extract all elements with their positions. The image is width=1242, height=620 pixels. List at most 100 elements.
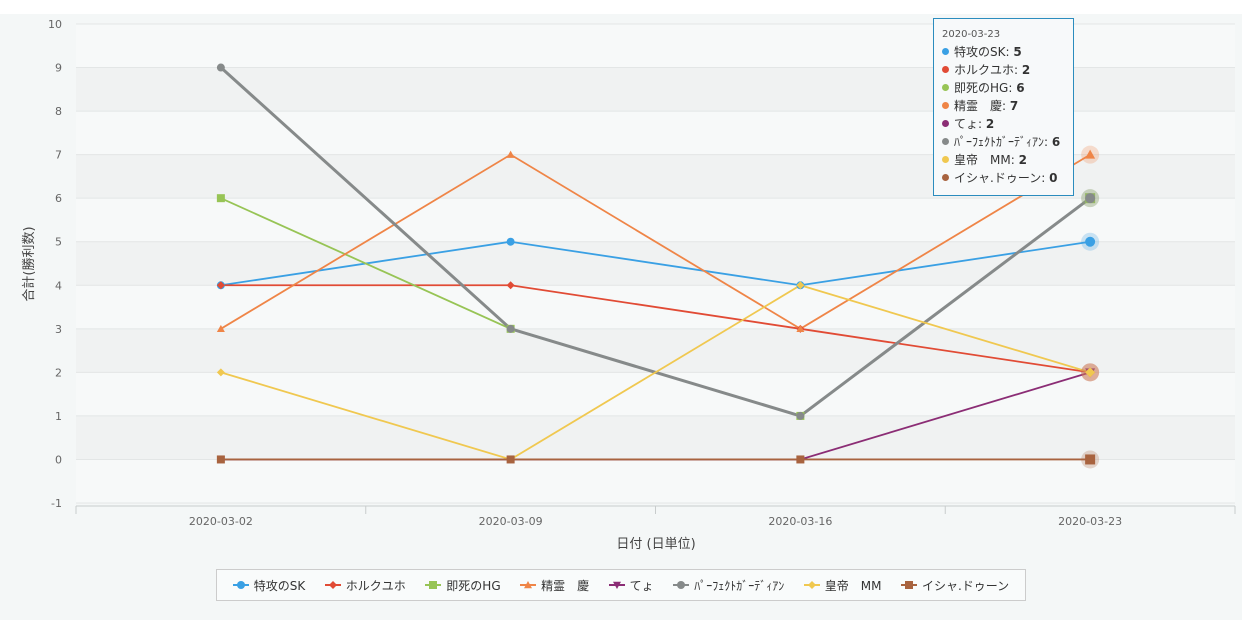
grid-band <box>76 459 1235 503</box>
tooltip-label: 特攻のSK: <box>954 45 1014 59</box>
data-point <box>612 581 621 589</box>
data-point <box>796 455 805 464</box>
data-point <box>328 581 337 589</box>
legend-label: 即死のHG <box>446 578 501 593</box>
x-tick-label: 2020-03-02 <box>189 515 253 528</box>
grid-band <box>76 415 1235 460</box>
legend-marker-icon <box>900 581 917 589</box>
tooltip-value: 7 <box>1009 99 1019 113</box>
data-point <box>216 194 225 203</box>
tooltip-label: イシャ.ドゥーン: <box>954 171 1050 185</box>
tooltip-row: 皇帝 MM: 2 <box>942 151 1065 169</box>
series-dot-icon <box>942 66 949 73</box>
series-dot-icon <box>942 174 949 181</box>
x-tick-label: 2020-03-23 <box>1058 515 1122 528</box>
y-tick-label: 7 <box>55 149 62 162</box>
legend-marker-icon <box>803 581 820 589</box>
tooltip-row: 精霊 慶: 7 <box>942 97 1065 115</box>
y-axis-title: 合計(勝利数) <box>21 226 37 301</box>
tooltip-value: 2 <box>985 117 995 131</box>
data-point <box>506 455 515 464</box>
data-point <box>796 281 805 290</box>
data-point <box>1085 193 1096 204</box>
tooltip-date: 2020-03-23 <box>942 29 1001 40</box>
y-tick-label: 8 <box>55 105 62 118</box>
legend-label: 皇帝 MM <box>824 578 882 593</box>
legend-item[interactable]: てょ <box>608 577 654 594</box>
legend-marker-icon <box>324 581 341 589</box>
series-dot-icon <box>942 138 949 145</box>
data-point <box>216 368 225 377</box>
legend-item[interactable]: ﾊﾟｰﾌｪｸﾄｶﾞｰﾃﾞｨｱﾝ <box>673 577 784 594</box>
series-line <box>220 284 1091 461</box>
tooltip-value: 5 <box>1013 45 1022 59</box>
series-dot-icon <box>942 84 949 91</box>
tooltip-value: 6 <box>1016 81 1025 95</box>
y-tick-label: 3 <box>55 323 62 336</box>
y-tick-label: 6 <box>55 192 62 205</box>
series-dot-icon <box>942 48 949 55</box>
tooltip-label: てょ: <box>954 117 986 131</box>
tooltip-value: 2 <box>1018 153 1027 167</box>
tooltip-value: 2 <box>1021 63 1031 77</box>
data-point <box>807 581 816 589</box>
y-tick-label: 0 <box>55 453 62 466</box>
data-tooltip: 2020-03-23 特攻のSK: 5 ホルクユホ: 2 即死のHG: 6 精霊 慶:… <box>933 18 1074 196</box>
tooltip-row: てょ: 2 <box>942 115 1065 133</box>
data-point <box>1085 236 1096 247</box>
tooltip-row: 即死のHG: 6 <box>942 79 1065 97</box>
tooltip-value: 6 <box>1051 135 1061 149</box>
data-point <box>1085 149 1096 159</box>
legend-item[interactable]: 皇帝 MM <box>803 577 882 594</box>
legend-label: ﾊﾟｰﾌｪｸﾄｶﾞｰﾃﾞｨｱﾝ <box>694 578 785 593</box>
y-tick-label: 5 <box>55 236 62 249</box>
legend-item[interactable]: 精霊 慶 <box>520 577 589 594</box>
legend-marker-icon <box>425 581 442 589</box>
series-line <box>220 153 1091 330</box>
data-point <box>506 237 515 246</box>
series-dot-icon <box>942 156 949 163</box>
legend-marker-icon <box>673 581 690 589</box>
data-point <box>216 63 225 72</box>
tooltip-label: 即死のHG: <box>954 81 1017 95</box>
data-point <box>429 581 438 589</box>
legend-label: ホルクユホ <box>345 578 406 593</box>
series-dot-icon <box>942 102 949 109</box>
y-tick-label: -1 <box>51 497 62 510</box>
data-point <box>524 581 533 589</box>
x-tick-label: 2020-03-09 <box>479 515 543 528</box>
legend-item[interactable]: 特攻のSK <box>232 577 305 594</box>
series-line <box>220 284 1091 374</box>
data-point <box>216 281 225 290</box>
x-tick-label: 2020-03-16 <box>768 515 832 528</box>
legend-marker-icon <box>232 581 249 589</box>
legend-label: 精霊 慶 <box>541 578 590 593</box>
y-tick-label: 10 <box>48 18 62 31</box>
data-point <box>236 581 245 589</box>
y-tick-label: 1 <box>55 410 62 423</box>
data-point <box>216 455 225 464</box>
y-tick-label: 9 <box>55 62 62 75</box>
tooltip-label: 皇帝 MM: <box>954 153 1019 167</box>
data-point <box>506 324 515 333</box>
legend-marker-icon <box>520 581 537 589</box>
tooltip-label: 精霊 慶: <box>954 99 1010 113</box>
tooltip-row: ホルクユホ: 2 <box>942 61 1065 79</box>
legend-item[interactable]: 即死のHG <box>425 577 501 594</box>
tooltip-label: ﾊﾟｰﾌｪｸﾄｶﾞｰﾃﾞｨｱﾝ: <box>954 135 1052 149</box>
tooltip-row: 特攻のSK: 5 <box>942 43 1065 61</box>
y-tick-label: 4 <box>55 279 62 292</box>
legend-label: イシャ.ドゥーン <box>921 578 1010 593</box>
y-tick-label: 2 <box>55 366 62 379</box>
legend-item[interactable]: イシャ.ドゥーン <box>900 577 1010 594</box>
data-point <box>506 281 515 290</box>
legend-item[interactable]: ホルクユホ <box>324 577 406 594</box>
tooltip-row: イシャ.ドゥーン: 0 <box>942 169 1065 187</box>
data-point <box>1085 454 1096 465</box>
grid-band <box>76 328 1235 373</box>
legend: 特攻のSK ホルクユホ 即死のHG 精霊 慶 てょ ﾊﾟｰﾌｪｸﾄｶﾞｰﾃﾞｨｱﾝ 皇帝 M… <box>216 569 1026 601</box>
data-point <box>904 581 913 589</box>
data-point <box>1085 367 1096 378</box>
data-point <box>796 324 805 333</box>
